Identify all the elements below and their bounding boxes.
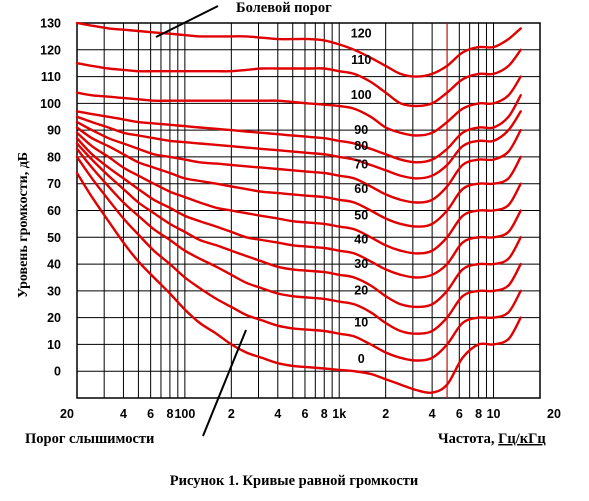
loudness-curve-0 — [75, 171, 522, 394]
y-tick-label: 30 — [47, 284, 61, 298]
loudness-curve-100 — [75, 75, 522, 137]
y-tick-label: 40 — [47, 258, 61, 272]
x-tick-label: 4 — [429, 407, 436, 421]
y-tick-label: 50 — [47, 231, 61, 245]
x-axis-label-unit: Гц/кГц — [498, 431, 546, 447]
loudness-curve-120 — [75, 21, 522, 78]
curve-label: 60 — [354, 182, 368, 196]
x-axis-label: Частота, Гц/кГц — [438, 431, 546, 447]
loudness-curve-10 — [75, 155, 522, 362]
curve-label: 50 — [354, 209, 368, 223]
y-tick-label: 60 — [47, 204, 61, 218]
y-tick-label: 70 — [47, 177, 61, 191]
x-tick-label: 20 — [547, 407, 561, 421]
x-tick-label: 8 — [166, 407, 173, 421]
x-tick-label: 10 — [487, 407, 501, 421]
curve-labels: 0 10 20 30 40 50 60 70 80 90 100 110 120 — [351, 26, 372, 365]
y-axis-label: Уровень громкости, дБ — [16, 152, 31, 298]
y-tick-label: 130 — [40, 17, 61, 31]
x-tick-labels: 20 4 6 8 100 2 4 6 8 1k 2 4 6 8 10 20 — [60, 407, 561, 421]
y-tick-label: 100 — [40, 97, 61, 111]
loudness-curve-30 — [75, 142, 522, 309]
x-tick-label: 8 — [321, 407, 328, 421]
x-tick-label: 2 — [382, 407, 389, 421]
x-tick-label: 8 — [475, 407, 482, 421]
plot-border — [76, 22, 541, 399]
x-tick-label: 2 — [228, 407, 235, 421]
loudness-curve-90 — [75, 94, 522, 164]
loudness-curve-20 — [75, 147, 522, 335]
y-tick-label: 90 — [47, 124, 61, 138]
y-tick-label: 0 — [54, 365, 61, 379]
x-tick-label: 1k — [332, 407, 346, 421]
loudness-curve-70 — [75, 120, 522, 204]
x-tick-label: 6 — [301, 407, 308, 421]
x-tick-label: 6 — [456, 407, 463, 421]
x-tick-label: 4 — [120, 407, 127, 421]
y-tick-label: 10 — [47, 338, 61, 352]
loudness-curve-110 — [75, 48, 522, 108]
y-tick-label: 80 — [47, 150, 61, 164]
hearing-threshold-label: Порог слышимости — [25, 431, 154, 447]
x-tick-label: 20 — [60, 407, 74, 421]
curve-label: 100 — [351, 88, 372, 102]
y-tick-label: 20 — [47, 311, 61, 325]
loudness-curves — [75, 21, 522, 394]
x-tick-label: 4 — [274, 407, 281, 421]
x-tick-label: 100 — [174, 407, 195, 421]
x-tick-label: 6 — [147, 407, 154, 421]
curve-label: 40 — [354, 233, 368, 247]
curve-label: 120 — [351, 26, 372, 40]
curve-label: 110 — [351, 53, 371, 67]
curve-label: 20 — [354, 284, 368, 298]
figure-caption: Рисунок 1. Кривые равной громкости — [170, 473, 419, 489]
y-tick-labels: 0 10 20 30 40 50 60 70 80 90 100 110 120 130 — [40, 17, 61, 379]
loudness-curve-40 — [75, 137, 522, 279]
curve-label: 10 — [354, 316, 368, 330]
pain-threshold-label: Болевой порог — [236, 0, 332, 16]
loudness-curve-80 — [75, 110, 522, 180]
curve-label: 80 — [354, 139, 368, 153]
x-axis-label-prefix: Частота, — [438, 431, 498, 447]
curve-label: 90 — [354, 123, 368, 137]
y-tick-label: 110 — [41, 70, 61, 84]
loudness-curve-50 — [75, 131, 522, 255]
grid — [76, 22, 541, 398]
hearing-threshold-pointer — [202, 329, 247, 437]
y-tick-label: 120 — [40, 43, 61, 57]
loudness-curve-60 — [75, 126, 522, 228]
pain-threshold-pointer — [155, 5, 219, 38]
curve-label: 0 — [358, 352, 365, 366]
curve-label: 30 — [354, 257, 368, 271]
curve-label: 70 — [354, 158, 368, 172]
